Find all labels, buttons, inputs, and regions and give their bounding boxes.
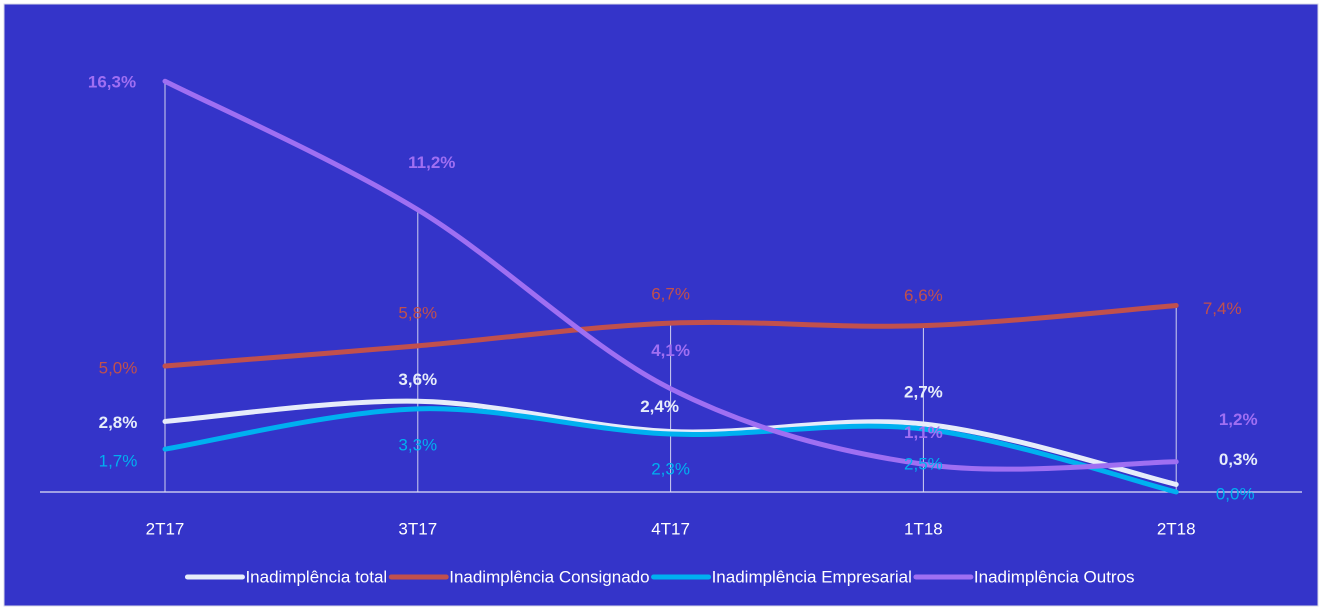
data-label: 11,2%: [408, 153, 455, 172]
series-line: [162, 406, 1179, 495]
data-label: 6,7%: [651, 285, 690, 304]
data-label: 3,3%: [398, 435, 437, 454]
series-line: [162, 78, 1179, 472]
data-label: 7,4%: [1203, 299, 1242, 318]
data-label: 2,8%: [99, 413, 138, 432]
data-label: 0,3%: [1219, 450, 1258, 469]
data-label: 16,3%: [88, 73, 136, 92]
data-label: 4,1%: [651, 341, 690, 360]
data-label: 0,0%: [1216, 484, 1255, 503]
x-tick-label: 1T18: [904, 519, 943, 538]
data-label: 5,0%: [99, 358, 138, 377]
data-label: 3,6%: [398, 370, 437, 389]
data-label: 1,1%: [904, 423, 943, 442]
data-label: 6,6%: [904, 286, 943, 305]
legend-label: Inadimplência Consignado: [449, 567, 649, 586]
data-label: 1,2%: [1219, 410, 1258, 429]
data-label: 5,8%: [398, 303, 437, 322]
data-label: 2,7%: [904, 382, 943, 401]
x-tick-label: 4T17: [651, 519, 690, 538]
legend-label: Inadimplência total: [245, 567, 387, 586]
series-line: [162, 398, 1179, 487]
x-tick-label: 3T17: [398, 519, 437, 538]
data-label: 2,4%: [640, 397, 679, 416]
data-label: 1,7%: [99, 452, 138, 471]
legend-label: Inadimplência Outros: [974, 567, 1135, 586]
x-tick-label: 2T17: [146, 519, 185, 538]
legend-label: Inadimplência Empresarial: [712, 567, 912, 586]
data-label: 2,5%: [904, 454, 943, 473]
x-tick-label: 2T18: [1157, 519, 1196, 538]
data-label: 2,3%: [651, 460, 690, 479]
chart-background: [3, 3, 1319, 607]
series-line: [162, 303, 1179, 369]
